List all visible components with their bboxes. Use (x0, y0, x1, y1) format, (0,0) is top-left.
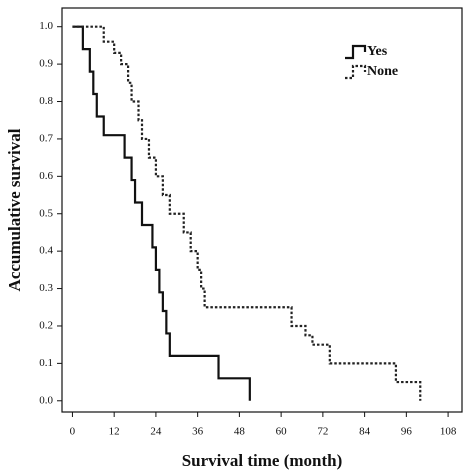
x-tick-label: 48 (234, 426, 246, 438)
y-tick-label: 0.2 (39, 319, 53, 331)
plot-frame (61, 7, 463, 413)
x-tick-label: 0 (70, 426, 76, 438)
legend-swatch (345, 44, 367, 60)
y-tick-label: 0.6 (39, 170, 53, 182)
x-tick-label: 60 (276, 426, 288, 438)
y-tick-label: 0.0 (39, 394, 53, 406)
y-tick-label: 0.4 (39, 245, 53, 257)
legend-label: None (367, 64, 398, 79)
x-tick-label: 84 (359, 426, 371, 438)
survival-curve (72, 25, 251, 401)
y-tick-label: 0.1 (39, 357, 53, 369)
y-tick-label: 0.3 (39, 282, 53, 294)
x-tick-label: 36 (192, 426, 204, 438)
x-tick-label: 24 (150, 426, 162, 438)
x-tick-label: 72 (317, 426, 328, 438)
x-tick-label: 96 (401, 426, 413, 438)
y-tick-label: 0.8 (39, 95, 53, 107)
x-tick-label: 12 (109, 426, 120, 438)
y-tick-label: 0.7 (39, 132, 53, 144)
x-tick-label: 108 (440, 426, 457, 438)
x-axis-title: Survival time (month) (182, 451, 343, 470)
y-tick-label: 0.9 (39, 58, 53, 70)
y-axis-title: Accumulative survival (5, 128, 24, 291)
legend-label: Yes (367, 44, 388, 59)
y-tick-label: 1.0 (39, 20, 53, 32)
survival-curve (72, 25, 422, 401)
y-tick-label: 0.5 (39, 207, 53, 219)
legend-swatch (345, 64, 367, 80)
